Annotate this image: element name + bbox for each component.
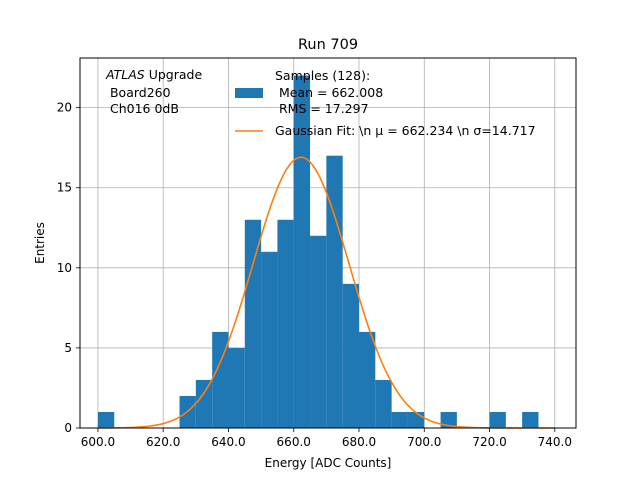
legend-hist-swatch xyxy=(235,88,263,98)
histogram-bar xyxy=(342,283,359,428)
histogram-bar xyxy=(359,331,376,428)
x-tick-label: 600.0 xyxy=(81,435,115,449)
y-tick-label: 5 xyxy=(64,341,72,355)
y-axis-ticks: 0 5 10 15 20 xyxy=(57,101,80,435)
x-axis-ticks: 600.0 620.0 640.0 660.0 680.0 700.0 720.0 740.0 xyxy=(81,428,572,449)
histogram-bar xyxy=(212,331,229,428)
x-tick-label: 700.0 xyxy=(407,435,441,449)
histogram-bar xyxy=(195,379,213,428)
legend-fit-label: Gaussian Fit: \n μ = 662.234 \n σ=14.717 xyxy=(275,123,536,138)
x-tick-label: 740.0 xyxy=(538,435,572,449)
legend-hist-line-3: RMS = 17.297 xyxy=(275,101,369,116)
y-tick-label: 20 xyxy=(57,101,72,115)
histogram-bar xyxy=(277,219,294,428)
plot-frame xyxy=(79,57,577,429)
histogram-bar xyxy=(391,411,408,428)
histogram-bar xyxy=(244,219,262,428)
histogram-bar xyxy=(293,75,311,428)
annotation-box: ATLAS Upgrade Board260 Ch016 0dB xyxy=(105,67,202,116)
y-tick-label: 0 xyxy=(64,421,72,435)
annotation-line-3: Ch016 0dB xyxy=(106,101,179,116)
x-tick-label: 660.0 xyxy=(277,435,311,449)
x-tick-label: 680.0 xyxy=(342,435,376,449)
y-axis-label: Entries xyxy=(33,222,47,264)
annotation-line-1: ATLAS Upgrade xyxy=(105,67,202,82)
histogram-bar xyxy=(97,411,115,428)
histogram-bar xyxy=(489,411,506,428)
x-tick-label: 620.0 xyxy=(146,435,180,449)
annotation-line-2: Board260 xyxy=(106,85,171,100)
legend-hist-line-1: Samples (128): xyxy=(275,68,370,83)
histogram-bar xyxy=(326,155,343,428)
y-tick-label: 15 xyxy=(57,181,72,195)
histogram-bar xyxy=(310,235,327,428)
grid-lines xyxy=(80,58,576,429)
legend: Samples (128): Mean = 662.008 RMS = 17.2… xyxy=(235,68,536,138)
chart-title: Run 709 xyxy=(298,37,358,53)
x-tick-label: 720.0 xyxy=(472,435,506,449)
histogram-bar xyxy=(522,411,539,428)
histogram-bar xyxy=(228,347,245,428)
histogram-bar xyxy=(375,379,392,428)
legend-hist-line-2: Mean = 662.008 xyxy=(275,85,383,100)
histogram-bar xyxy=(261,251,278,428)
y-tick-label: 10 xyxy=(57,261,72,275)
histogram-bar xyxy=(440,411,457,428)
x-axis-label: Energy [ADC Counts] xyxy=(265,456,392,470)
x-tick-label: 640.0 xyxy=(211,435,245,449)
histogram-bar xyxy=(407,411,425,428)
